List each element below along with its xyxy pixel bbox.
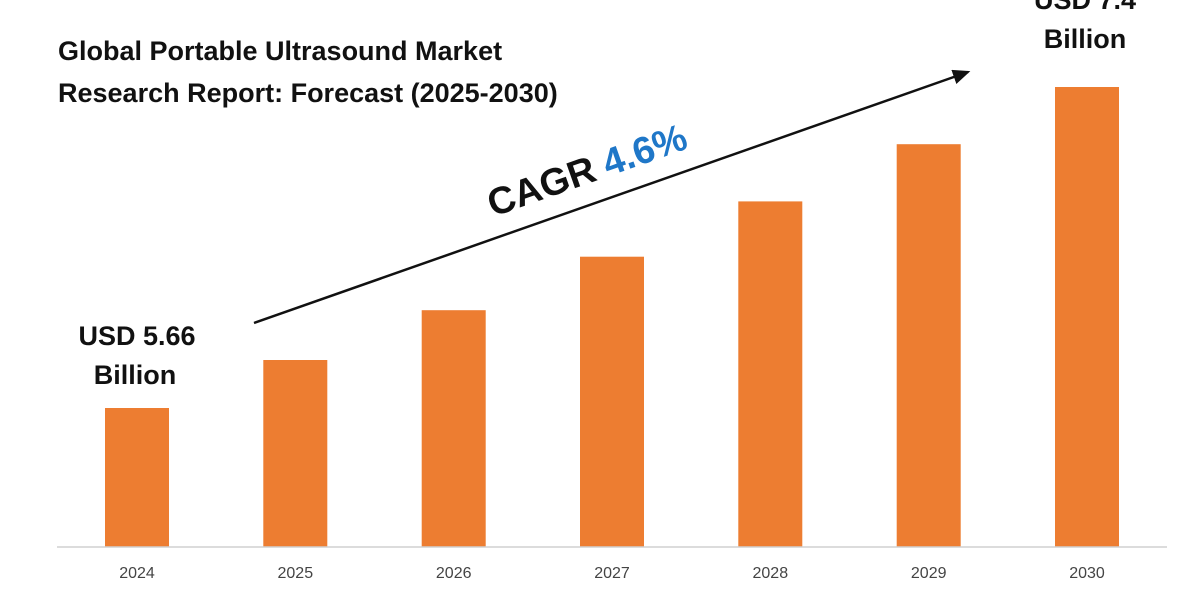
cagr-label: CAGR: [482, 149, 601, 226]
x-tick-label-2024: 2024: [119, 565, 155, 582]
bar-2026: [421, 310, 486, 547]
x-tick-label-2025: 2025: [278, 565, 314, 582]
chart-title-line-2: Research Report: Forecast (2025-2030): [58, 78, 558, 108]
bar-2028: [738, 201, 803, 547]
x-tick-label-2027: 2027: [594, 565, 630, 582]
start-value-callout-line-1: USD 5.66: [78, 321, 195, 351]
bar-2029: [896, 144, 961, 547]
bar-2024: [105, 408, 169, 547]
chart-title-line-1: Global Portable Ultrasound Market: [58, 36, 502, 66]
cagr-annotation: CAGR4.6%: [482, 117, 693, 226]
bar-2027: [580, 256, 644, 547]
x-tick-label-2026: 2026: [436, 565, 472, 582]
start-value-callout-line-2: Billion: [94, 360, 177, 390]
x-tick-label-2030: 2030: [1069, 565, 1105, 582]
x-tick-label-2029: 2029: [911, 565, 947, 582]
cagr-trend-arrow: [253, 69, 971, 325]
x-tick-label-2028: 2028: [753, 565, 789, 582]
end-value-callout-line-1: USD 7.4: [1034, 0, 1136, 15]
end-value-callout-line-2: Billion: [1044, 24, 1127, 54]
bar-series: [105, 87, 1119, 547]
bar-2025: [263, 360, 328, 547]
bar-2030: [1055, 87, 1119, 547]
x-axis-ticks: 2024 2025 2026 2027 2028 2029 2030: [119, 565, 1105, 582]
